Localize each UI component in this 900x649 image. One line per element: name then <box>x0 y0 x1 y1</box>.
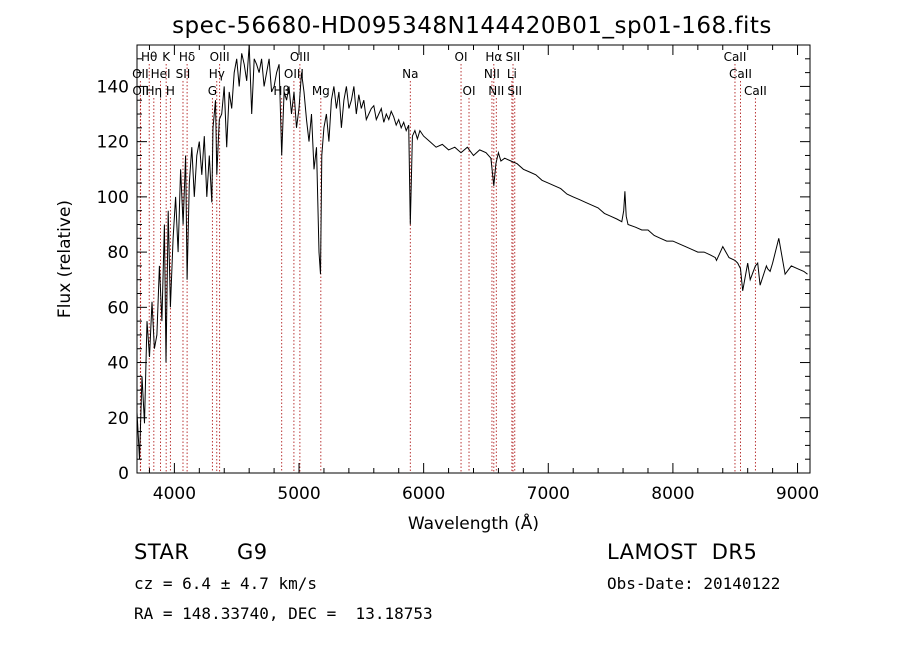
chart-title: spec-56680-HD095348N144420B01_sp01-168.f… <box>172 13 772 39</box>
line-marker-label: Mg <box>312 84 330 98</box>
line-marker-label: Hδ <box>179 50 195 64</box>
x-tick-label: 4000 <box>153 484 196 504</box>
line-marker-label: SII <box>506 50 521 64</box>
y-tick-label: 60 <box>107 298 129 318</box>
subclass-label: G9 <box>237 540 268 564</box>
x-tick-label: 9000 <box>776 484 819 504</box>
line-marker-label: HeI <box>151 67 171 81</box>
y-tick-label: 100 <box>97 188 129 208</box>
y-axis: 0 20 40 60 80 100 120 140 <box>97 44 810 484</box>
line-marker-label: Hθ <box>141 50 157 64</box>
line-marker-label: K <box>162 50 171 64</box>
line-marker-label: Na <box>402 67 418 81</box>
redshift-text: cz = 6.4 ± 4.7 km/s <box>134 574 318 593</box>
coordinates-text: RA = 148.33740, DEC = 13.18753 <box>134 604 433 623</box>
line-marker-label: Hγ <box>209 67 225 81</box>
line-marker-label: OI <box>463 84 476 98</box>
line-markers: Hθ K Hδ OIII OIII OI Hα SII CaII OII HeI SII Hγ OIII N… <box>132 50 767 473</box>
spectrum-line <box>136 44 808 460</box>
y-axis-label: Flux (relative) <box>55 200 75 318</box>
line-marker-label: G <box>208 84 217 98</box>
spectrum-chart: spec-56680-HD095348N144420B01_sp01-168.f… <box>55 13 819 534</box>
line-marker-label: Hβ <box>273 84 290 98</box>
class-label: STAR <box>134 540 190 564</box>
line-marker-label: OIII <box>210 50 230 64</box>
y-tick-label: 140 <box>97 77 129 97</box>
line-marker-label: OI <box>455 50 468 64</box>
line-marker-label: CaII <box>729 67 752 81</box>
line-marker-label: OIII <box>284 67 304 81</box>
line-marker-label: Li <box>507 67 517 81</box>
y-tick-label: 80 <box>107 243 129 263</box>
x-axis: 4000 5000 6000 7000 8000 9000 <box>148 45 819 504</box>
line-marker-label: SII <box>176 67 191 81</box>
x-axis-label: Wavelength (Å) <box>408 512 539 534</box>
x-tick-label: 8000 <box>651 484 694 504</box>
y-tick-label: 40 <box>107 354 129 374</box>
x-tick-label: 5000 <box>277 484 320 504</box>
line-marker-label: OII <box>132 84 149 98</box>
line-marker-label: Hη <box>146 84 163 98</box>
plot-frame <box>136 44 811 474</box>
line-marker-label: CaII <box>744 84 767 98</box>
y-tick-label: 0 <box>118 464 129 484</box>
obs-date-text: Obs-Date: 20140122 <box>607 574 781 593</box>
line-marker-label: NII <box>488 84 504 98</box>
x-tick-label: 6000 <box>402 484 445 504</box>
y-tick-label: 120 <box>97 133 129 153</box>
line-marker-label: Hα <box>485 50 502 64</box>
x-tick-label: 7000 <box>527 484 570 504</box>
survey-label: LAMOST DR5 <box>607 540 758 564</box>
line-marker-label: OII <box>132 67 149 81</box>
line-marker-label: SII <box>507 84 522 98</box>
y-tick-label: 20 <box>107 409 129 429</box>
line-marker-label: NII <box>484 67 500 81</box>
line-marker-label: CaII <box>724 50 747 64</box>
line-marker-label: OIII <box>290 50 310 64</box>
line-marker-label: H <box>166 84 175 98</box>
